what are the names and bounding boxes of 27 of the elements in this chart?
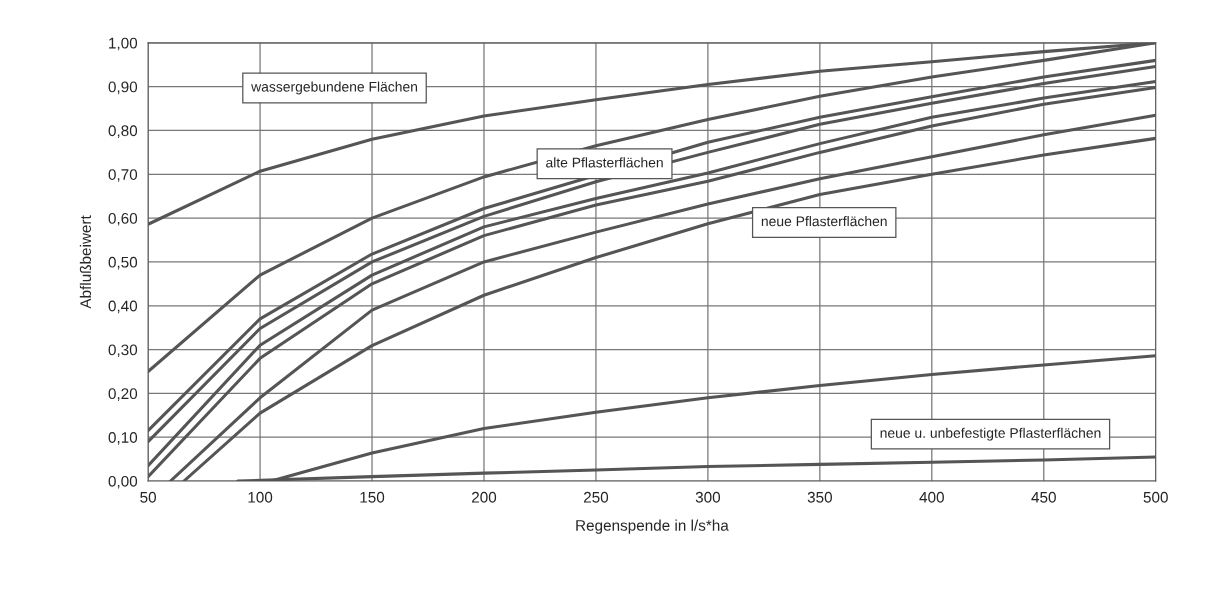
x-tick-label: 150 (360, 491, 385, 503)
x-tick-label: 300 (695, 491, 721, 503)
x-axis-title: Regenspende in l/s*ha (576, 519, 729, 534)
y-tick-label: 1,00 (109, 37, 138, 51)
x-tick-label: 350 (807, 491, 832, 503)
y-tick-label: 0,30 (108, 344, 138, 358)
y-tick-label: 0,00 (108, 475, 138, 489)
annotation: neue Pflasterflächen (761, 216, 887, 227)
x-tick-label: 50 (140, 491, 157, 503)
y-tick-label: 0,50 (108, 256, 138, 270)
annotation: alte Pflasterflächen (546, 157, 663, 168)
x-tick-label: 250 (583, 491, 609, 503)
y-tick-label: 0,40 (108, 300, 138, 314)
y-tick-label: 0,70 (108, 169, 138, 182)
y-tick-label: 0,90 (108, 81, 138, 95)
x-tick-label: 500 (1143, 491, 1168, 503)
y-tick-label: 0,80 (108, 125, 138, 138)
y-axis-title: Abflußbeiwert (79, 215, 92, 309)
y-tick-label: 0,20 (108, 388, 138, 401)
x-tick-label: 100 (248, 491, 273, 503)
y-tick-label: 0,60 (108, 212, 138, 226)
x-tick-label: 450 (1031, 491, 1056, 503)
annotation: wassergebundene Flächen (251, 81, 418, 95)
x-tick-label: 400 (919, 491, 944, 503)
x-tick-label: 200 (472, 491, 497, 503)
annotation: neue u. unbefestigte Pflasterflächen (880, 427, 1101, 441)
y-tick-label: 0,10 (108, 432, 138, 445)
